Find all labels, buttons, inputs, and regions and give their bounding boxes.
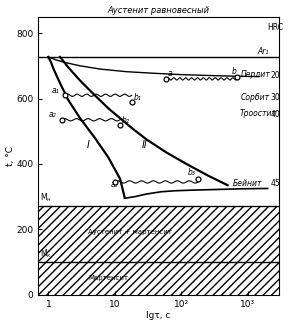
Text: Ar₁: Ar₁ — [257, 47, 269, 56]
Text: I: I — [87, 140, 90, 150]
Text: M$_н$: M$_н$ — [40, 192, 52, 204]
Text: 30: 30 — [270, 93, 280, 102]
Bar — [38, 206, 279, 262]
Text: 40: 40 — [270, 110, 280, 119]
Text: a₂: a₂ — [49, 110, 56, 119]
Text: a₁: a₁ — [52, 86, 60, 95]
Text: Бейнит: Бейнит — [233, 179, 262, 188]
Bar — [38, 262, 279, 295]
Y-axis label: t, °C: t, °C — [5, 146, 14, 166]
Text: b₃: b₃ — [188, 169, 196, 177]
Title: Аустенит равновесный: Аустенит равновесный — [108, 6, 210, 15]
Text: b: b — [232, 67, 237, 76]
Text: Перлит: Перлит — [241, 70, 271, 79]
Text: II: II — [142, 140, 147, 150]
Text: a₃: a₃ — [111, 180, 118, 189]
Text: b₁: b₁ — [134, 93, 142, 102]
Text: Сорбит: Сорбит — [241, 93, 270, 102]
Text: a: a — [168, 68, 173, 78]
Text: Троостит: Троостит — [239, 109, 276, 118]
X-axis label: lgτ, c: lgτ, c — [147, 311, 171, 320]
Text: b₂: b₂ — [121, 116, 129, 125]
Text: 20: 20 — [270, 71, 280, 80]
Text: Мартенсит: Мартенсит — [88, 275, 128, 281]
Text: M$_к$: M$_к$ — [40, 247, 52, 260]
Text: HRC: HRC — [267, 23, 283, 32]
Text: 45: 45 — [270, 179, 280, 188]
Text: Аустенит + мартенсит: Аустенит + мартенсит — [88, 229, 172, 235]
